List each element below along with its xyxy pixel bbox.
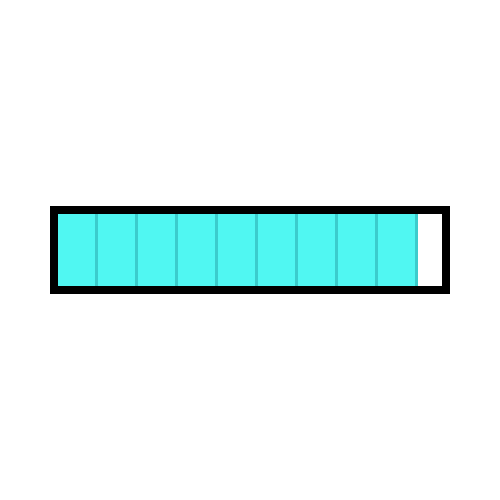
progress-empty	[418, 214, 442, 286]
progress-segment	[58, 214, 98, 286]
progress-segment	[218, 214, 258, 286]
progress-segment	[298, 214, 338, 286]
progress-segment	[258, 214, 298, 286]
progress-segment	[378, 214, 418, 286]
progress-segment	[338, 214, 378, 286]
progress-segment	[178, 214, 218, 286]
progress-segment	[98, 214, 138, 286]
progress-segment	[138, 214, 178, 286]
progress-bar	[50, 206, 450, 294]
